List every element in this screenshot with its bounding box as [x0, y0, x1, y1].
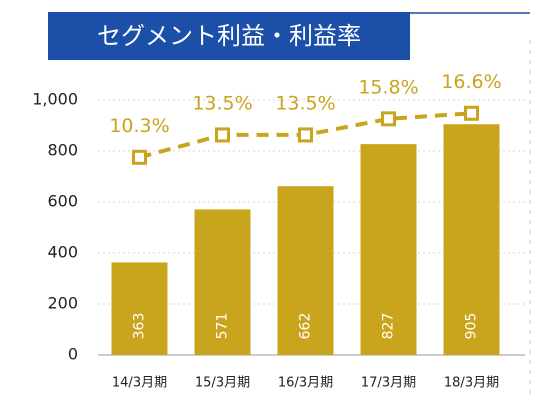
- bar-label: 363: [132, 313, 148, 340]
- y-tick-label: 800: [47, 141, 78, 160]
- bar-label: 571: [215, 313, 231, 340]
- x-tick-label: 18/3月期: [444, 376, 499, 391]
- y-tick-label: 600: [47, 192, 78, 211]
- bar: [277, 186, 334, 355]
- x-tick-label: 14/3月期: [112, 376, 167, 391]
- x-tick-label: 16/3月期: [278, 376, 333, 391]
- y-tick-label: 0: [68, 345, 78, 364]
- x-tick-label: 15/3月期: [195, 376, 250, 391]
- y-tick-label: 1,000: [32, 90, 78, 109]
- bar-label: 662: [298, 313, 314, 340]
- y-tick-label: 400: [47, 243, 78, 262]
- bar-label: 827: [381, 313, 397, 340]
- title-box: [48, 12, 410, 60]
- bar: [360, 144, 417, 355]
- line-label: 13.5%: [275, 92, 335, 114]
- line-label: 10.3%: [109, 115, 169, 137]
- chart-title: セグメント利益・利益率: [97, 22, 361, 50]
- line-marker: [215, 127, 230, 143]
- line-label: 15.8%: [358, 76, 418, 98]
- bar: [443, 124, 500, 355]
- bar: [194, 209, 251, 355]
- bar: [111, 262, 168, 355]
- bar-label: 905: [464, 313, 480, 340]
- line-marker: [464, 105, 479, 121]
- line-label: 16.6%: [441, 71, 501, 93]
- line-marker: [132, 149, 147, 165]
- line-marker: [298, 127, 313, 143]
- x-tick-label: 17/3月期: [361, 376, 416, 391]
- line-marker: [381, 111, 396, 127]
- y-tick-label: 200: [47, 294, 78, 313]
- line-label: 13.5%: [192, 92, 252, 114]
